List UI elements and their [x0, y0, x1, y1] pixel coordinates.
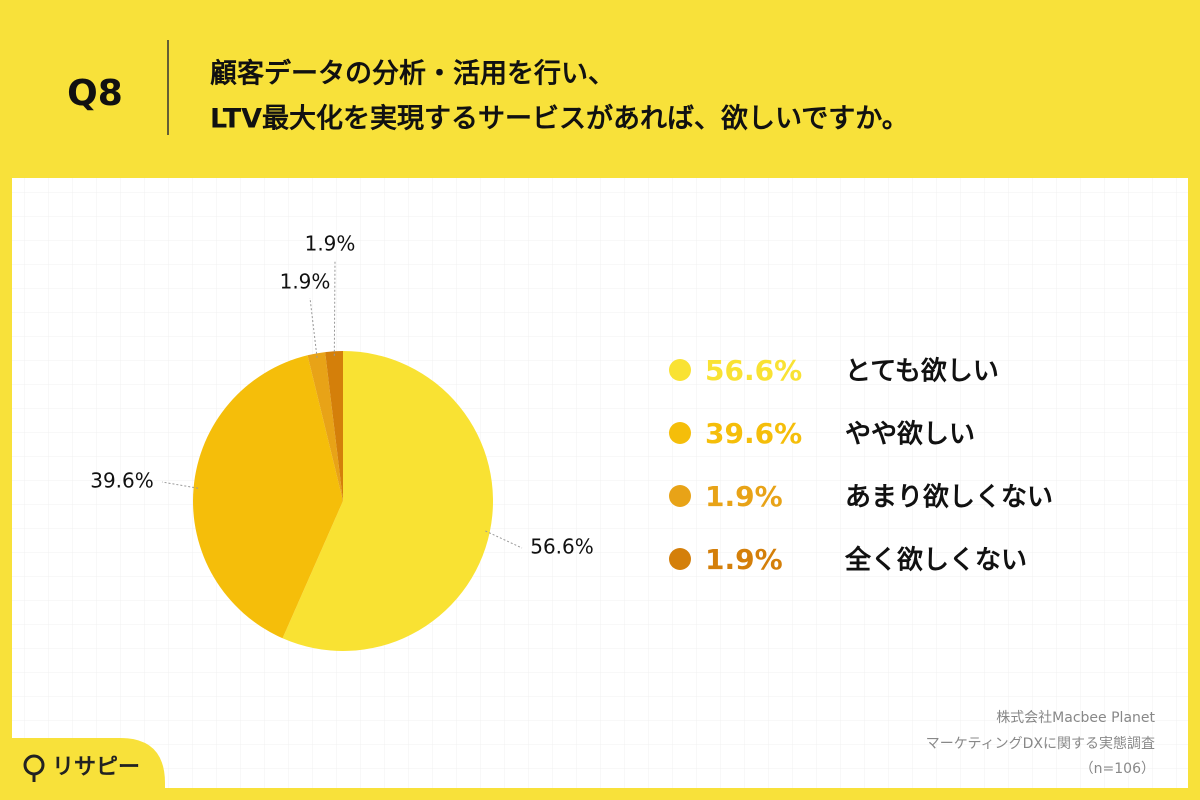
legend-label: あまり欲しくない — [845, 483, 1053, 513]
legend-value: 1.9% — [705, 480, 783, 513]
legend-value: 56.6% — [705, 354, 802, 387]
legend-label: やや欲しい — [845, 420, 975, 450]
legend-marker — [669, 485, 691, 507]
source-text: マーケティングDXに関する実態調査 — [926, 736, 1155, 752]
leader-line — [485, 530, 523, 549]
pie-slice — [282, 351, 494, 651]
legend-marker — [669, 548, 691, 570]
pie-slice — [325, 351, 343, 501]
pie-slice — [307, 352, 343, 501]
source-text: 株式会社Macbee Planet — [996, 710, 1155, 726]
legend-marker — [669, 422, 691, 444]
legend-label: 全く欲しくない — [844, 545, 1027, 576]
question-label: Q8 — [67, 73, 123, 114]
title-line: LTV最大化を実現するサービスがあれば、欲しいですか。 — [210, 103, 909, 135]
data-label: 56.6% — [530, 535, 594, 559]
pie-slice — [192, 355, 343, 639]
data-label: 39.6% — [90, 469, 154, 493]
logo-background — [0, 738, 165, 800]
legend-marker — [669, 359, 691, 381]
data-label: 1.9% — [305, 232, 356, 256]
logo-text: リサピー — [52, 755, 140, 780]
source-text: （n=106） — [1080, 761, 1155, 777]
data-label: 1.9% — [280, 270, 331, 294]
legend-label: とても欲しい — [845, 357, 999, 387]
legend-value: 1.9% — [705, 543, 783, 576]
legend-value: 39.6% — [705, 417, 802, 450]
title-line: 顧客データの分析・活用を行い、 — [210, 58, 615, 90]
